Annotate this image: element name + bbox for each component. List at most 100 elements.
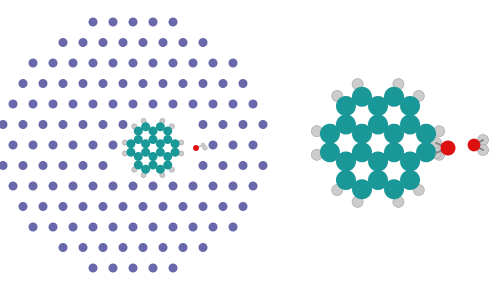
Circle shape — [228, 182, 237, 191]
Circle shape — [384, 179, 404, 199]
Circle shape — [368, 170, 388, 190]
Circle shape — [248, 99, 258, 108]
Circle shape — [352, 79, 363, 90]
Circle shape — [98, 202, 108, 211]
Circle shape — [48, 99, 58, 108]
Circle shape — [238, 79, 248, 88]
Circle shape — [178, 202, 188, 211]
Circle shape — [400, 115, 420, 135]
Circle shape — [160, 119, 165, 124]
Circle shape — [128, 17, 138, 26]
Circle shape — [88, 99, 98, 108]
Circle shape — [414, 184, 424, 195]
Circle shape — [320, 124, 340, 144]
Circle shape — [156, 148, 165, 157]
Circle shape — [352, 87, 372, 107]
Circle shape — [336, 151, 356, 171]
Circle shape — [108, 222, 118, 231]
Circle shape — [148, 126, 158, 135]
Circle shape — [68, 222, 78, 231]
Circle shape — [168, 222, 177, 231]
Circle shape — [128, 222, 138, 231]
Circle shape — [208, 222, 218, 231]
Circle shape — [238, 120, 248, 129]
Circle shape — [203, 146, 207, 150]
Circle shape — [248, 140, 258, 150]
Circle shape — [141, 148, 150, 157]
Circle shape — [148, 182, 158, 191]
Circle shape — [248, 182, 258, 191]
Circle shape — [478, 144, 488, 155]
Circle shape — [118, 79, 128, 88]
Circle shape — [178, 151, 184, 156]
Circle shape — [141, 119, 146, 124]
Circle shape — [148, 264, 158, 273]
Circle shape — [58, 243, 68, 252]
Circle shape — [218, 161, 228, 170]
Circle shape — [168, 99, 177, 108]
Circle shape — [198, 161, 207, 170]
Circle shape — [218, 79, 228, 88]
Circle shape — [122, 151, 128, 156]
Circle shape — [332, 184, 342, 195]
Circle shape — [148, 152, 158, 161]
Circle shape — [228, 222, 237, 231]
Circle shape — [416, 124, 436, 144]
Circle shape — [384, 142, 404, 162]
Circle shape — [158, 243, 168, 252]
Circle shape — [132, 167, 137, 172]
Circle shape — [208, 140, 218, 150]
Circle shape — [98, 120, 108, 129]
Circle shape — [18, 202, 28, 211]
Circle shape — [434, 149, 444, 160]
Circle shape — [218, 120, 228, 129]
Circle shape — [18, 79, 28, 88]
Circle shape — [132, 124, 137, 129]
Circle shape — [238, 202, 248, 211]
Circle shape — [118, 38, 128, 47]
Circle shape — [28, 222, 38, 231]
Circle shape — [160, 173, 165, 177]
Circle shape — [198, 243, 207, 252]
Circle shape — [218, 202, 228, 211]
Circle shape — [98, 243, 108, 252]
Circle shape — [198, 79, 207, 88]
Circle shape — [68, 182, 78, 191]
Circle shape — [478, 135, 488, 146]
Circle shape — [88, 222, 98, 231]
Circle shape — [188, 222, 198, 231]
Circle shape — [168, 264, 177, 273]
Circle shape — [163, 160, 172, 169]
Circle shape — [258, 161, 268, 170]
Circle shape — [128, 99, 138, 108]
Circle shape — [312, 126, 322, 137]
Circle shape — [384, 87, 404, 107]
Circle shape — [393, 79, 404, 90]
Circle shape — [141, 165, 150, 174]
Circle shape — [78, 120, 88, 129]
Circle shape — [126, 148, 136, 157]
Circle shape — [8, 99, 18, 108]
Circle shape — [198, 38, 207, 47]
Circle shape — [148, 59, 158, 68]
Circle shape — [352, 142, 372, 162]
Circle shape — [134, 160, 143, 169]
Circle shape — [208, 182, 218, 191]
Circle shape — [352, 124, 372, 144]
Circle shape — [198, 120, 207, 129]
Circle shape — [28, 59, 38, 68]
Circle shape — [108, 264, 118, 273]
Circle shape — [88, 264, 98, 273]
Circle shape — [118, 120, 128, 129]
Circle shape — [134, 126, 143, 135]
Circle shape — [169, 167, 174, 172]
Circle shape — [430, 148, 442, 159]
Circle shape — [98, 79, 108, 88]
Circle shape — [258, 120, 268, 129]
Circle shape — [188, 59, 198, 68]
Circle shape — [188, 99, 198, 108]
Circle shape — [368, 115, 388, 135]
Circle shape — [352, 179, 372, 199]
Circle shape — [134, 152, 143, 161]
Circle shape — [158, 202, 168, 211]
